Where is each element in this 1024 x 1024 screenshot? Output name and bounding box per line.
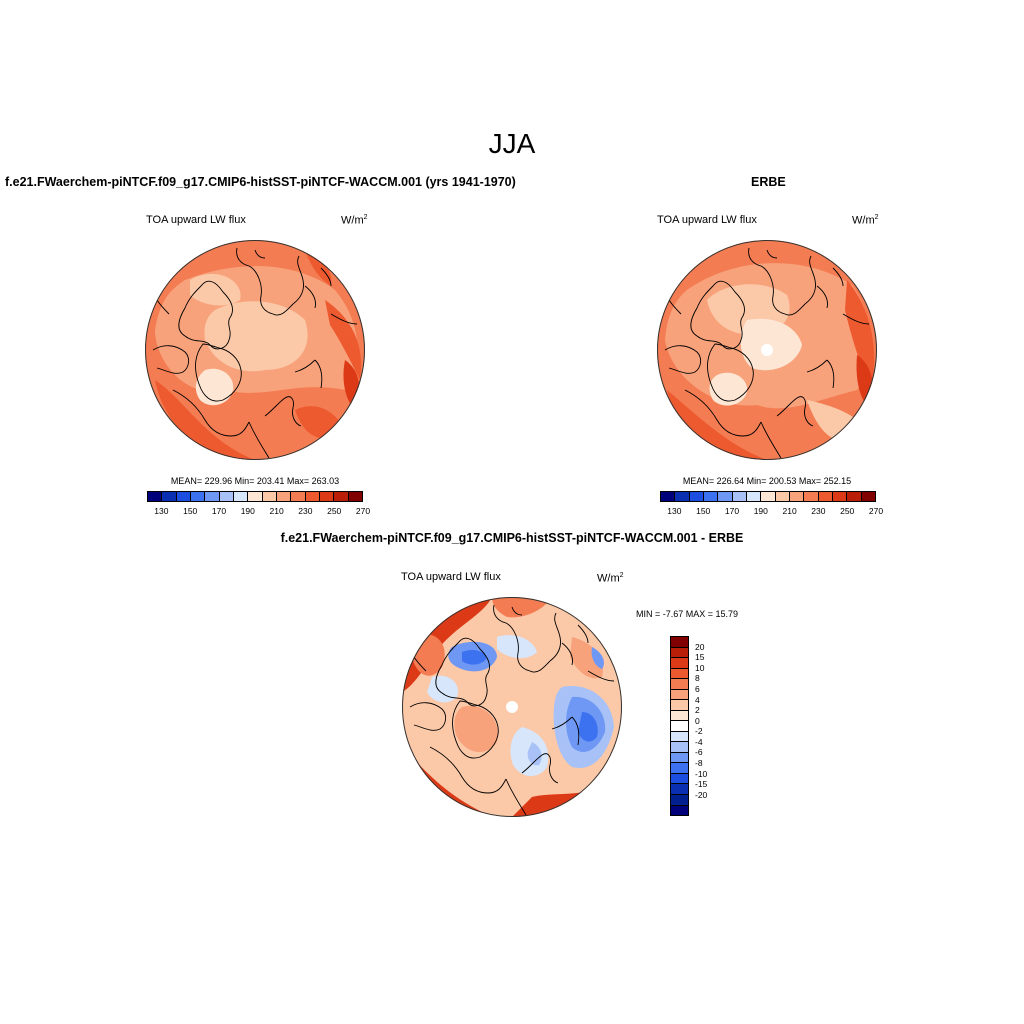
obs-colorbar-swatch-12 <box>832 492 848 501</box>
diff-colorbar-tick-label: 15 <box>695 652 705 663</box>
model-colorbar-swatch-14 <box>348 492 362 501</box>
obs-colorbar-swatch-3 <box>703 492 719 501</box>
obs-colorbar-swatch-11 <box>818 492 833 501</box>
obs-colorbar-tick-label: 170 <box>724 506 740 516</box>
model-colorbar-swatch-8 <box>262 492 277 501</box>
obs-colorbar-swatch-2 <box>689 492 704 501</box>
obs-colorbar-swatch-8 <box>775 492 790 501</box>
model-colorbar-tick-label: 230 <box>298 506 313 516</box>
diff-colorbar-tick-label: -2 <box>695 726 703 737</box>
model-stats: MEAN= 229.96 Min= 203.41 Max= 263.03 <box>170 476 340 486</box>
diff-colorbar <box>670 636 689 816</box>
diff-colorbar-swatch-2 <box>671 658 688 669</box>
diff-colorbar-swatch-7 <box>671 710 688 722</box>
diff-colorbar-swatch-5 <box>671 689 688 701</box>
obs-variable-label: TOA upward LW flux <box>657 214 757 226</box>
obs-colorbar-swatch-10 <box>804 492 819 501</box>
model-colorbar-tick-label: 270 <box>355 506 371 516</box>
diff-colorbar-tick-label: -20 <box>695 789 708 800</box>
model-units-label: W/m2 <box>341 214 368 227</box>
obs-colorbar-tick-label: 130 <box>667 506 682 516</box>
model-colorbar-swatch-1 <box>162 492 177 501</box>
obs-colorbar-swatch-5 <box>732 492 747 501</box>
diff-colorbar-tick-label: 0 <box>695 715 700 726</box>
diff-colorbar-tick-label: 2 <box>695 705 700 716</box>
diff-colorbar-swatch-13 <box>671 773 688 785</box>
diff-colorbar-tick-label: 4 <box>695 694 700 705</box>
model-colorbar-swatch-6 <box>233 492 249 501</box>
obs-polar-map <box>657 240 877 460</box>
diff-colorbar-swatch-16 <box>671 805 688 816</box>
obs-colorbar-tick-label: 250 <box>840 506 855 516</box>
diff-colorbar-swatch-11 <box>671 752 688 764</box>
diff-colorbar-tick-label: -4 <box>695 736 703 747</box>
diff-colorbar-tick-label: -15 <box>695 779 708 790</box>
diff-panel-title: f.e21.FWaerchem-piNTCF.f09_g17.CMIP6-his… <box>280 531 744 545</box>
obs-colorbar <box>660 491 876 502</box>
model-colorbar <box>147 491 363 502</box>
obs-colorbar-swatch-14 <box>861 492 875 501</box>
model-colorbar-swatch-13 <box>334 492 349 501</box>
diff-colorbar-swatch-9 <box>671 731 688 743</box>
obs-colorbar-swatch-0 <box>661 492 676 501</box>
diff-colorbar-tick-label: -10 <box>695 768 708 779</box>
diff-colorbar-swatch-4 <box>671 679 688 690</box>
model-variable-label: TOA upward LW flux <box>146 214 246 226</box>
diff-colorbar-swatch-15 <box>671 794 688 806</box>
diff-colorbar-tick-label: -6 <box>695 747 703 758</box>
diff-colorbar-swatch-14 <box>671 784 688 795</box>
diff-units-label: W/m2 <box>597 572 624 585</box>
obs-stats: MEAN= 226.64 Min= 200.53 Max= 252.15 <box>682 476 852 486</box>
obs-colorbar-tick-label: 230 <box>811 506 826 516</box>
model-colorbar-swatch-0 <box>148 492 163 501</box>
model-colorbar-swatch-3 <box>190 492 206 501</box>
model-colorbar-tick-label: 150 <box>183 506 198 516</box>
obs-colorbar-swatch-4 <box>718 492 733 501</box>
obs-colorbar-swatch-1 <box>675 492 690 501</box>
diff-polar-map <box>402 597 622 817</box>
model-colorbar-swatch-9 <box>276 492 292 501</box>
obs-panel-title: ERBE <box>751 175 786 189</box>
model-colorbar-tick-label: 250 <box>327 506 342 516</box>
model-colorbar-swatch-7 <box>248 492 263 501</box>
main-title: JJA <box>488 128 536 159</box>
diff-variable-label: TOA upward LW flux <box>401 571 501 583</box>
diff-colorbar-swatch-1 <box>671 647 688 659</box>
diff-colorbar-swatch-6 <box>671 700 688 711</box>
obs-colorbar-swatch-13 <box>847 492 862 501</box>
diff-colorbar-tick-label: 8 <box>695 673 700 684</box>
obs-colorbar-tick-label: 190 <box>753 506 768 516</box>
model-panel-title: f.e21.FWaerchem-piNTCF.f09_g17.CMIP6-his… <box>5 175 516 189</box>
obs-colorbar-tick-label: 270 <box>868 506 884 516</box>
model-colorbar-swatch-12 <box>319 492 335 501</box>
model-colorbar-swatch-2 <box>176 492 191 501</box>
diff-colorbar-swatch-10 <box>671 742 688 753</box>
model-colorbar-tick-label: 170 <box>211 506 227 516</box>
diff-colorbar-tick-label: 6 <box>695 683 700 694</box>
model-colorbar-tick-label: 190 <box>240 506 255 516</box>
diff-colorbar-swatch-8 <box>671 721 688 732</box>
model-colorbar-swatch-5 <box>219 492 234 501</box>
obs-colorbar-swatch-7 <box>761 492 776 501</box>
diff-colorbar-tick-label: 20 <box>695 641 705 652</box>
diff-colorbar-swatch-12 <box>671 763 688 774</box>
diff-colorbar-tick-label: 10 <box>695 662 705 673</box>
model-colorbar-tick-label: 130 <box>154 506 169 516</box>
obs-colorbar-swatch-9 <box>789 492 805 501</box>
obs-colorbar-swatch-6 <box>746 492 762 501</box>
model-colorbar-swatch-11 <box>305 492 320 501</box>
diff-stats: MIN = -7.67 MAX = 15.79 <box>636 609 739 619</box>
model-polar-map <box>145 240 365 460</box>
model-colorbar-swatch-4 <box>205 492 220 501</box>
obs-colorbar-tick-label: 210 <box>782 506 797 516</box>
diff-colorbar-swatch-0 <box>671 637 688 648</box>
model-colorbar-swatch-10 <box>291 492 306 501</box>
obs-units-label: W/m2 <box>852 214 879 227</box>
model-colorbar-tick-label: 210 <box>269 506 284 516</box>
diff-colorbar-swatch-3 <box>671 668 688 680</box>
diff-colorbar-tick-label: -8 <box>695 758 703 769</box>
obs-colorbar-tick-label: 150 <box>696 506 711 516</box>
